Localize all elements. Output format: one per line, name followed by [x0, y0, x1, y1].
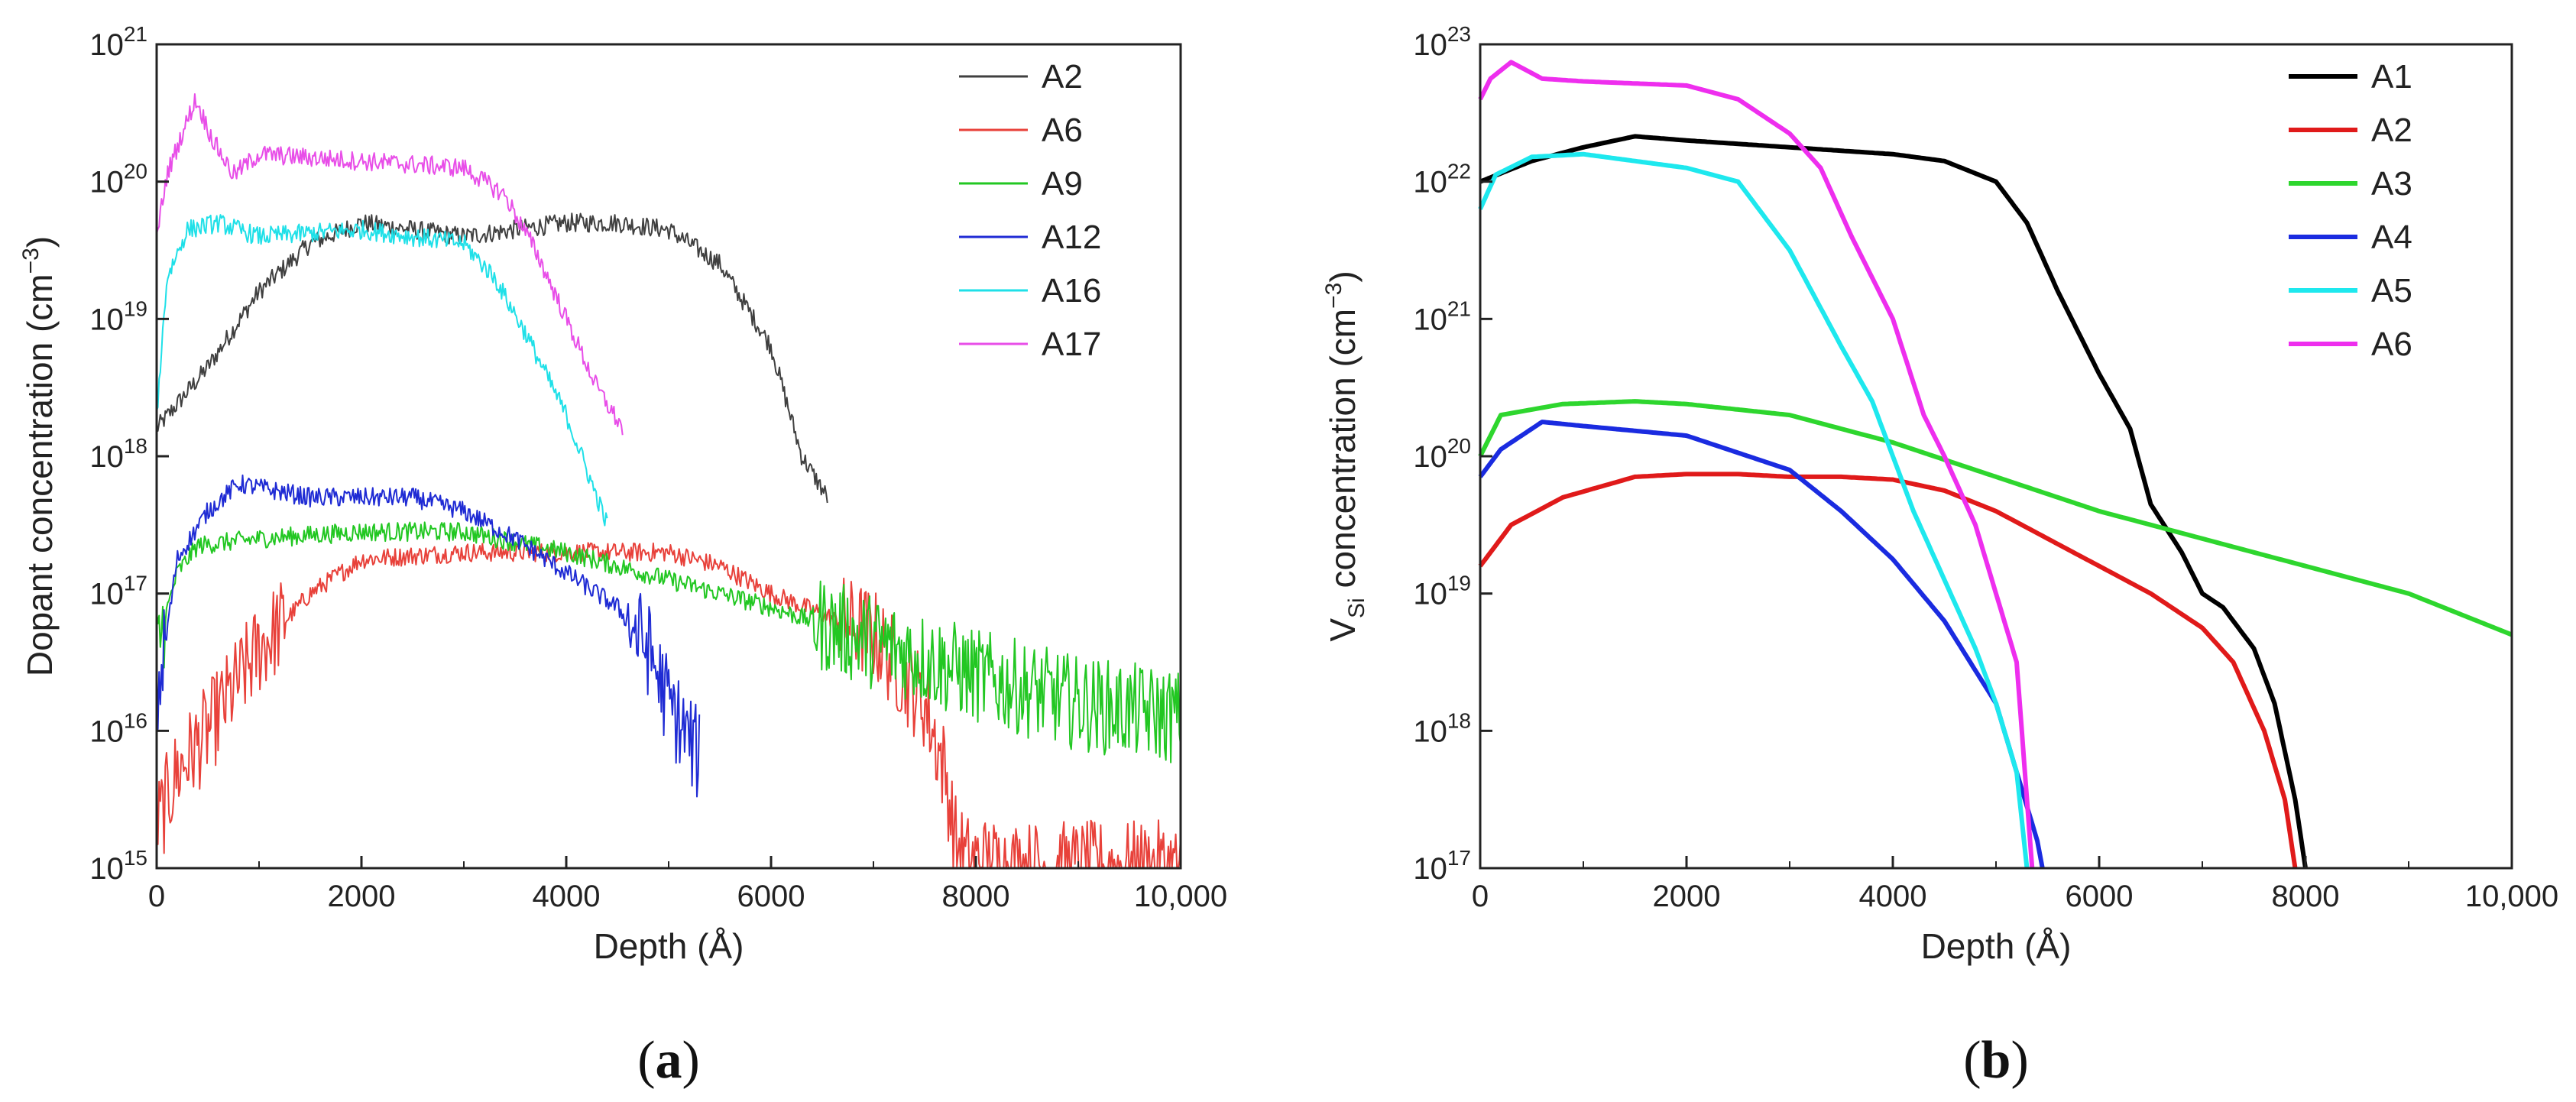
panel-a-chart: 0 2000 4000 6000 8000 10,000 1015 1016 1017 1018 1…	[18, 22, 1227, 1090]
panel-a-y-axis-title-main: Dopant concentration (cm	[20, 274, 60, 676]
panel-b-y-axis-title-v: V	[1323, 618, 1363, 642]
panel-a-label-open: (	[637, 1031, 655, 1090]
panel-b-series-group	[1478, 60, 2513, 869]
panel-a-legend-label-a2: A2	[1042, 58, 1083, 96]
panel-b-series-line-a5	[1478, 151, 2030, 869]
panel-a-series-line-a17	[156, 93, 624, 436]
panel-b-series-line-a6	[1478, 60, 2035, 869]
panel-b-x-tick-label: 6000	[2066, 880, 2134, 913]
panel-b-label-open: (	[1963, 1031, 1981, 1090]
panel-a-legend-label-a17: A17	[1042, 326, 1101, 363]
panel-a-legend-label-a16: A16	[1042, 272, 1101, 310]
panel-b-y-axis-title: VSi concentration (cm−3)	[1321, 271, 1369, 641]
panel-b-y-tick-label: 1022	[1413, 160, 1471, 199]
panel-a-legend-label-a9: A9	[1042, 165, 1083, 203]
panel-a-x-axis-title: Depth (Å)	[594, 926, 744, 966]
panel-b-y-tick-label: 1019	[1413, 572, 1471, 611]
panel-b-chart: 0 2000 4000 6000 8000 10,000 1017 1018 1019 1020 1…	[1321, 22, 2558, 1090]
panel-b-series-line-a4	[1478, 420, 2045, 869]
panel-a-y-tick-label: 1015	[89, 846, 147, 886]
panel-a-legend-label-a6: A6	[1042, 112, 1083, 149]
panel-a-legend: A2 A6 A9 A12 A16 A17	[959, 58, 1101, 363]
panel-a-legend-label-a12: A12	[1042, 219, 1101, 256]
panel-b-x-tick-label: 8000	[2272, 880, 2340, 913]
panel-b-series-line-a1	[1479, 134, 2308, 869]
panel-b-y-tick-label: 1020	[1413, 434, 1471, 474]
panel-b-x-tick-label: 10,000	[2465, 880, 2558, 913]
panel-a-plot-frame	[155, 43, 1182, 870]
panel-b-y-tick-label: 1021	[1413, 297, 1471, 336]
panel-b-label: (b)	[1963, 1031, 2029, 1090]
panel-b-legend-label-a1: A1	[2371, 58, 2412, 96]
panel-a-label-close: )	[682, 1031, 700, 1090]
panel-b-label-letter: b	[1981, 1031, 2011, 1090]
panel-a-x-tick-label: 8000	[942, 880, 1010, 913]
panel-b-series-line-a3	[1478, 399, 2513, 637]
panel-a-y-tick-label: 1020	[89, 160, 147, 199]
panel-b-x-tick-label: 0	[1472, 880, 1489, 913]
panel-a-series-line-a2	[156, 212, 828, 504]
panel-b-y-tick-label: 1018	[1413, 708, 1471, 748]
panel-b-x-tick-label: 4000	[1859, 880, 1927, 913]
panel-b-y-axis-title-close: )	[1323, 271, 1363, 282]
panel-b-y-axis-title-unit-exponent: −3	[1321, 283, 1346, 309]
panel-a-label: (a)	[637, 1031, 700, 1090]
panel-a-y-axis-title-unit-exponent: −3	[18, 248, 44, 274]
panel-a-x-tick-label: 2000	[328, 880, 396, 913]
panel-b-y-tick-label: 1017	[1413, 846, 1471, 886]
panel-b-x-tick-label: 2000	[1653, 880, 1721, 913]
panel-a-ticks: 0 2000 4000 6000 8000 10,000 1015 1016 1017 1018 1…	[89, 22, 1227, 913]
panel-a-x-tick-label: 4000	[533, 880, 601, 913]
panel-b-legend-label-a6: A6	[2371, 326, 2412, 363]
panel-a-x-tick-label: 10,000	[1134, 880, 1227, 913]
panel-b-x-axis-title: Depth (Å)	[1921, 926, 2072, 966]
panel-a-x-tick-label: 6000	[737, 880, 805, 913]
panel-b-ticks: 0 2000 4000 6000 8000 10,000 1017 1018 1019 1020 1…	[1413, 22, 2558, 913]
panel-a-y-tick-label: 1021	[89, 22, 147, 62]
panel-a-label-letter: a	[656, 1031, 682, 1090]
panel-b-plot-frame	[1479, 43, 2513, 870]
panel-a-y-tick-label: 1016	[89, 708, 147, 748]
panel-a-series-line-a16	[156, 214, 608, 527]
panel-a-series-group	[156, 93, 1181, 869]
panel-a-y-tick-label: 1018	[89, 434, 147, 474]
panel-a-y-axis-title-close: )	[20, 236, 60, 248]
panel-b-legend-label-a4: A4	[2371, 219, 2412, 256]
panel-b-series-line-a2	[1478, 472, 2298, 869]
panel-b-legend-label-a2: A2	[2371, 112, 2412, 149]
panel-b-y-tick-label: 1023	[1413, 22, 1471, 62]
panel-b-y-axis-title-rest: concentration (cm	[1323, 309, 1363, 598]
panel-a-x-tick-label: 0	[148, 880, 165, 913]
panel-a-series-line-a9	[156, 521, 1181, 763]
panel-a-y-axis-title: Dopant concentration (cm−3)	[18, 236, 60, 676]
panel-a-y-tick-label: 1017	[89, 572, 147, 611]
panel-a-series-line-a12	[156, 474, 701, 798]
panel-b-label-close: )	[2011, 1031, 2028, 1090]
panel-b-legend-label-a5: A5	[2371, 272, 2412, 310]
panel-b-legend-label-a3: A3	[2371, 165, 2412, 203]
panel-b-y-axis-title-subscript: Si	[1344, 598, 1369, 618]
panel-b-legend: A1 A2 A3 A4 A5 A6	[2289, 58, 2412, 363]
panel-a-y-tick-label: 1019	[89, 297, 147, 336]
